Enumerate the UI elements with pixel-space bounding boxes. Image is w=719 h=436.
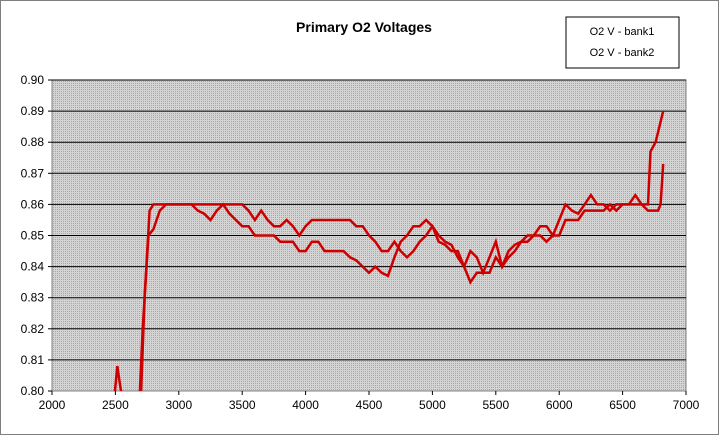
x-tick-label: 5000 bbox=[419, 398, 446, 412]
y-axis-ticks: 0.80 0.81 0.82 0.83 0.84 0.85 0.86 0.87 0.88 0.89… bbox=[21, 73, 52, 398]
y-tick-label: 0.80 bbox=[21, 384, 45, 398]
y-tick-label: 0.86 bbox=[21, 197, 45, 211]
x-tick-label: 5500 bbox=[482, 398, 509, 412]
y-tick-label: 0.89 bbox=[21, 104, 45, 118]
x-axis-ticks: 2000 2500 3000 3500 4000 4500 5000 5500 6000 6500… bbox=[39, 391, 700, 412]
series-line-2 bbox=[139, 110, 665, 391]
x-tick-label: 7000 bbox=[673, 398, 700, 412]
x-tick-label: 3500 bbox=[229, 398, 256, 412]
x-tick-label: 2500 bbox=[102, 398, 129, 412]
y-tick-label: 0.88 bbox=[21, 135, 45, 149]
series-line-1 bbox=[113, 163, 665, 391]
x-tick-label: 4500 bbox=[356, 398, 383, 412]
x-tick-label: 6000 bbox=[546, 398, 573, 412]
y-tick-label: 0.85 bbox=[21, 229, 45, 243]
chart-title: Primary O2 Voltages bbox=[296, 19, 432, 35]
y-tick-label: 0.82 bbox=[21, 322, 45, 336]
y-tick-label: 0.81 bbox=[21, 353, 45, 367]
x-tick-label: 3000 bbox=[165, 398, 192, 412]
legend-label-bank2: O2 V - bank2 bbox=[590, 47, 655, 59]
x-tick-label: 2000 bbox=[39, 398, 66, 412]
y-tick-label: 0.90 bbox=[21, 73, 45, 87]
legend: O2 V - bank1 O2 V - bank2 bbox=[565, 16, 680, 69]
series-group bbox=[113, 110, 665, 391]
gridlines bbox=[52, 79, 686, 361]
y-tick-label: 0.83 bbox=[21, 291, 45, 305]
x-tick-label: 4000 bbox=[292, 398, 319, 412]
legend-box bbox=[565, 16, 680, 69]
y-tick-label: 0.84 bbox=[21, 260, 45, 274]
x-tick-label: 6500 bbox=[609, 398, 636, 412]
legend-label-bank1: O2 V - bank1 bbox=[590, 26, 655, 38]
y-tick-label: 0.87 bbox=[21, 166, 45, 180]
